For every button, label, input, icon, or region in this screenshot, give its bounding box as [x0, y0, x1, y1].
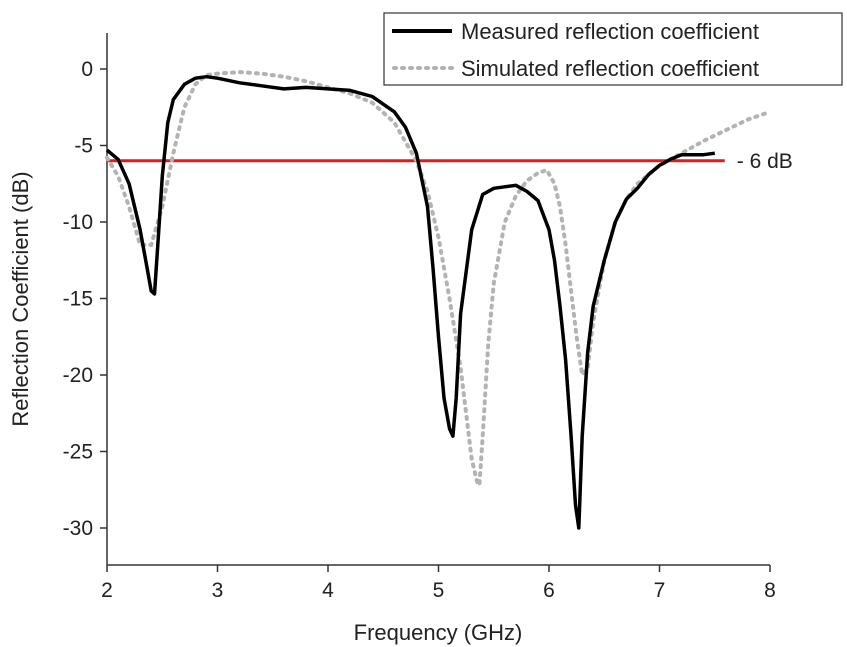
x-tick-label: 4	[322, 579, 334, 602]
legend-label-simulated: Simulated reflection coefficient	[461, 56, 759, 81]
x-tick-label: 3	[212, 579, 224, 602]
x-tick-label: 6	[543, 579, 555, 602]
x-tick-label: 5	[433, 579, 445, 602]
x-tick-label: 7	[654, 579, 666, 602]
x-ticks: 2 3 4 5 6 7 8	[101, 565, 776, 602]
y-tick-label: -15	[63, 288, 93, 311]
y-axis-title: Reflection Coefficient (dB)	[8, 171, 33, 426]
y-tick-label: -25	[63, 441, 93, 464]
legend-label-measured: Measured reflection coefficient	[461, 19, 759, 44]
simulated-series-line	[105, 70, 772, 491]
y-tick-label: -20	[63, 364, 93, 387]
x-tick-label: 8	[764, 579, 776, 602]
y-tick-label: 0	[81, 58, 93, 81]
y-ticks: 0 -5 -10 -15 -20 -25 -30	[63, 58, 107, 540]
measured-series-line	[105, 74, 716, 530]
x-tick-label: 2	[101, 579, 113, 602]
y-tick-label: -10	[63, 211, 93, 234]
y-tick-label: -30	[63, 517, 93, 540]
threshold-label: - 6 dB	[737, 150, 793, 173]
x-axis-title: Frequency (GHz)	[354, 620, 523, 645]
axes	[106, 33, 770, 566]
y-tick-label: -5	[74, 135, 93, 158]
legend-box	[383, 12, 843, 86]
legend: Measured reflection coefficient Simulate…	[383, 12, 843, 86]
